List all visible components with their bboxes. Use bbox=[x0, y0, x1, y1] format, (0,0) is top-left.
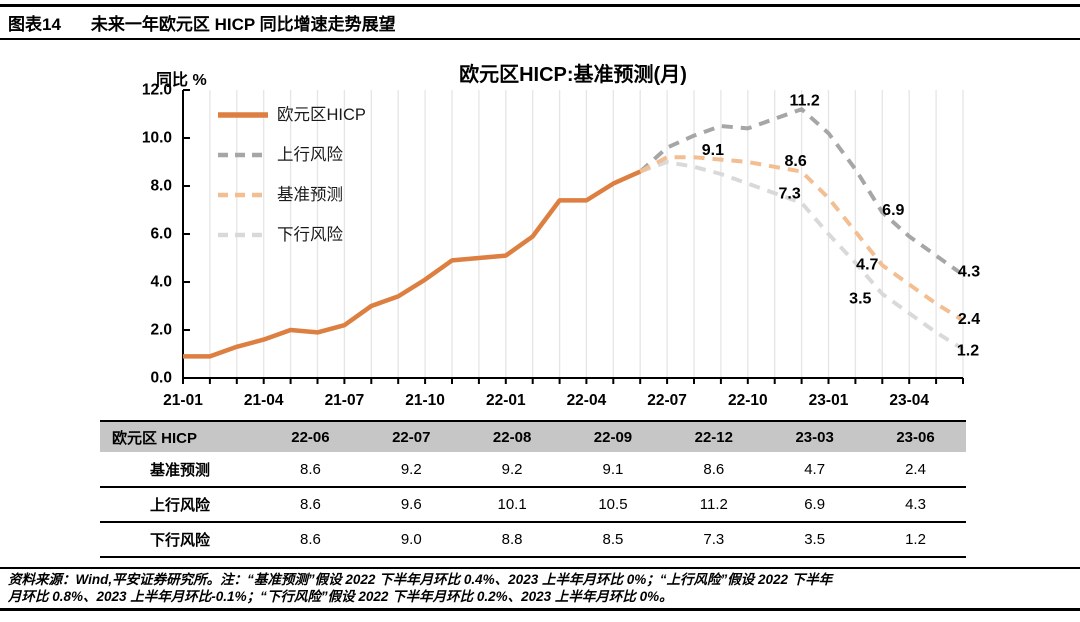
svg-text:6.9: 6.9 bbox=[882, 202, 904, 219]
table-corner-header: 欧元区 HICP bbox=[100, 421, 260, 452]
table-value-cell: 4.3 bbox=[905, 496, 926, 513]
table-month-header: 23-03 bbox=[764, 421, 866, 452]
table-month-header: 22-08 bbox=[461, 421, 563, 452]
table-value-cell: 6.9 bbox=[804, 496, 826, 513]
svg-text:23-01: 23-01 bbox=[809, 392, 849, 409]
table-value-cell: 3.5 bbox=[804, 531, 826, 548]
table-value-cell: 9.2 bbox=[501, 460, 523, 478]
svg-text:12.0: 12.0 bbox=[142, 82, 172, 99]
table-value-cell: 9.6 bbox=[400, 496, 422, 513]
table-value-cell: 9.2 bbox=[400, 460, 422, 478]
data-labels: 11.2 9.1 8.6 7.3 6.9 4.7 3.5 4.3 2.4 1.2 bbox=[702, 93, 980, 360]
table-value-cell: 10.5 bbox=[598, 496, 628, 513]
source-note: 资料来源：Wind,平安证券研究所。注：“基准预测”假设 2022 下半年月环比… bbox=[8, 571, 1072, 605]
svg-text:21-10: 21-10 bbox=[405, 392, 445, 409]
svg-text:8.0: 8.0 bbox=[150, 178, 172, 195]
svg-text:4.7: 4.7 bbox=[856, 257, 878, 274]
table-row: 基准预测 8.6 9.2 9.2 9.1 8.6 4.7 2.4 bbox=[100, 452, 966, 487]
table-month-header: 22-07 bbox=[360, 421, 462, 452]
svg-text:23-04: 23-04 bbox=[889, 392, 929, 409]
table-month-header: 22-09 bbox=[562, 421, 664, 452]
table-month-header: 22-06 bbox=[260, 421, 361, 452]
svg-text:8.6: 8.6 bbox=[784, 153, 806, 170]
svg-text:22-04: 22-04 bbox=[567, 392, 607, 409]
table-value-cell: 2.4 bbox=[905, 460, 926, 478]
table-value-cell: 8.8 bbox=[501, 531, 523, 548]
figure-number-label: 图表14 bbox=[8, 15, 61, 34]
chart-title: 欧元区HICP:基准预测(月) bbox=[459, 62, 687, 86]
bottom-border-bar bbox=[0, 608, 1080, 611]
table-value-cell: 8.6 bbox=[299, 496, 321, 513]
legend-label-欧元区HICP: 欧元区HICP bbox=[277, 105, 366, 124]
table-month-header: 22-12 bbox=[663, 421, 765, 452]
figure-header: 图表14 未来一年欧元区 HICP 同比增速走势展望 bbox=[8, 10, 1072, 35]
svg-text:21-07: 21-07 bbox=[325, 392, 365, 409]
svg-text:1.2: 1.2 bbox=[957, 343, 979, 360]
table-header-row: 欧元区 HICP 22-06 22-07 22-08 22-09 22-12 23-03 23… bbox=[100, 421, 966, 452]
forecast-table-header: 欧元区 HICP 22-06 22-07 22-08 22-09 22-12 23-03 23… bbox=[100, 421, 966, 452]
table-row-label: 基准预测 bbox=[149, 461, 210, 479]
table-value-cell: 8.6 bbox=[703, 460, 725, 478]
table-value-cell: 8.6 bbox=[299, 531, 321, 548]
svg-text:4.0: 4.0 bbox=[150, 274, 172, 291]
table-value-cell: 7.3 bbox=[703, 531, 725, 548]
chart-canvas: 0.02.04.06.08.010.012.021-01 21-04 21-07 21… bbox=[142, 62, 980, 409]
table-row-label: 上行风险 bbox=[149, 497, 210, 514]
svg-text:7.3: 7.3 bbox=[778, 185, 800, 202]
x-axis: 21-01 21-04 21-07 21-10 22-01 22-04 22-07 22-10… bbox=[163, 378, 964, 409]
svg-text:22-10: 22-10 bbox=[728, 392, 768, 409]
table-value-cell: 9.1 bbox=[602, 460, 624, 478]
svg-text:10.0: 10.0 bbox=[142, 130, 172, 147]
table-row: 上行风险 8.6 9.6 10.1 10.5 11.2 6.9 4.3 bbox=[100, 487, 966, 522]
svg-text:2.0: 2.0 bbox=[150, 322, 172, 339]
hicp-forecast-chart: 0.0 2.0 4.0 6.0 8.0 10.0 12.0 21-01 21-04 21-07 21… bbox=[0, 48, 1080, 422]
header-divider-line bbox=[0, 38, 1080, 40]
svg-text:6.0: 6.0 bbox=[150, 226, 172, 243]
footer-divider-line bbox=[0, 567, 1080, 569]
svg-text:22-07: 22-07 bbox=[647, 392, 687, 409]
table-value-cell: 10.1 bbox=[497, 496, 527, 513]
y-axis: 0.0 2.0 4.0 6.0 8.0 10.0 12.0 bbox=[142, 82, 190, 387]
series-下行风险 bbox=[639, 160, 965, 351]
table-value-cell: 1.2 bbox=[905, 531, 926, 548]
table-row: 下行风险 8.6 9.0 8.8 8.5 7.3 3.5 1.2 bbox=[100, 522, 966, 557]
legend-label-上行风险: 上行风险 bbox=[277, 145, 344, 164]
svg-text:22-01: 22-01 bbox=[486, 392, 526, 409]
table-value-cell: 9.0 bbox=[400, 531, 422, 548]
table-value-cell: 8.6 bbox=[299, 460, 321, 478]
table-month-header: 23-06 bbox=[865, 421, 966, 452]
series-基准预测 bbox=[639, 155, 965, 323]
top-border-bar bbox=[0, 4, 1080, 7]
table-row-label: 下行风险 bbox=[149, 532, 210, 549]
svg-text:2.4: 2.4 bbox=[958, 311, 980, 328]
figure-title: 未来一年欧元区 HICP 同比增速走势展望 bbox=[90, 15, 396, 34]
table-value-cell: 11.2 bbox=[699, 496, 728, 513]
svg-text:21-04: 21-04 bbox=[244, 392, 284, 409]
svg-text:0.0: 0.0 bbox=[150, 370, 172, 387]
legend-label-下行风险: 下行风险 bbox=[277, 225, 344, 244]
svg-text:21-01: 21-01 bbox=[163, 392, 203, 409]
table-value-cell: 8.5 bbox=[602, 531, 624, 548]
svg-text:11.2: 11.2 bbox=[789, 93, 819, 110]
svg-text:4.3: 4.3 bbox=[958, 263, 980, 280]
svg-text:3.5: 3.5 bbox=[849, 291, 871, 308]
y-axis-title: 同比 % bbox=[156, 71, 207, 89]
legend-label-基准预测: 基准预测 bbox=[277, 185, 343, 204]
series-上行风险 bbox=[638, 107, 965, 277]
forecast-table: 欧元区 HICP 22-06 22-07 22-08 22-09 22-12 23-03 23… bbox=[100, 420, 966, 558]
table-value-cell: 4.7 bbox=[804, 460, 826, 478]
svg-text:9.1: 9.1 bbox=[702, 142, 724, 159]
source-note-line2: 月环比 0.8%、2023 上半年月环比-0.1%；“下行风险”假设 2022 … bbox=[8, 589, 673, 604]
series-欧元区HICP bbox=[183, 169, 642, 359]
forecast-table-body: 基准预测 8.6 9.2 9.2 9.1 8.6 4.7 2.4 上行风险 8.6 9.6 10.1 1… bbox=[100, 452, 966, 557]
source-note-line1: 资料来源：Wind,平安证券研究所。注：“基准预测”假设 2022 下半年月环比… bbox=[8, 572, 833, 587]
